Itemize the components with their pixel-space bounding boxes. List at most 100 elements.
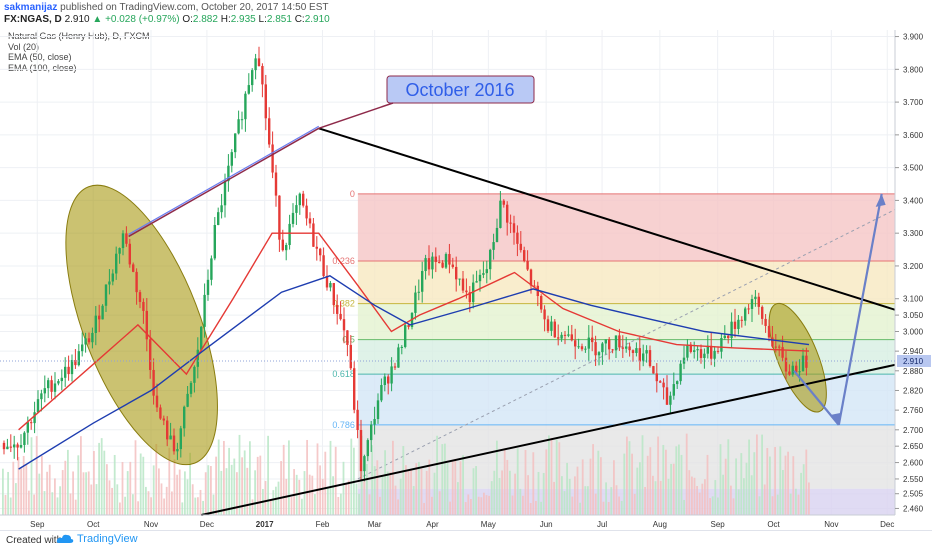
candle-body [713,350,716,359]
volume-bar [701,483,704,515]
volume-bar [631,453,633,515]
price-tick-label: 3.050 [903,311,924,320]
candle-body [672,384,675,396]
volume-bar [566,462,568,515]
candle-body [305,205,308,219]
candle-body [91,332,94,343]
candle-body [645,350,648,354]
volume-bar [337,496,340,515]
october-2016-callout[interactable]: October 2016 [318,75,535,130]
volume-bar [597,450,600,515]
candle-body [312,223,315,247]
volume-bar [25,463,28,515]
volume-bar [649,447,652,515]
legend-vol[interactable]: Vol (20) [8,41,40,52]
volume-bar [98,442,100,515]
volume-bar [212,494,215,515]
volume-bar [12,461,15,515]
volume-bar [748,439,750,515]
last-price-badge [897,354,931,367]
volume-bar [732,498,735,515]
price-tick-label: 2.700 [903,426,924,435]
legend-ema100[interactable]: EMA (100, close) [8,62,77,73]
candle-body [108,281,111,285]
fib-band [357,193,927,262]
volume-bar [272,490,275,515]
volume-bar [524,450,527,515]
volume-bar [233,458,236,515]
candle-body [771,337,774,347]
volume-bar [665,449,667,515]
candle-body [676,381,679,385]
volume-bar [605,482,607,515]
indicator-legend: Natural Gas (Henry Hub), D, FXCM Vol (20… [8,31,150,73]
high-label: H: [220,14,231,25]
candle-body [696,349,699,351]
candle-body [315,246,318,249]
candle-body [291,212,295,224]
volume-bar [485,495,488,515]
candle-body [597,352,601,356]
candle-body [574,340,577,347]
candle-body [747,308,750,310]
volume-bar [173,459,176,515]
volume-bar [561,476,563,515]
candle-body [332,283,335,306]
volume-bar [763,484,766,515]
candle-body [128,243,131,265]
volume-bar [43,491,46,515]
trendlines[interactable] [128,125,932,516]
volume-bar [784,455,787,515]
candle-body [427,258,431,270]
candle-body [669,395,672,405]
candle-body [723,335,726,338]
volume-bar [386,471,389,515]
candle-body [509,222,512,224]
open-label: O: [182,14,193,25]
candle-body [492,242,495,250]
volume-bar [623,453,626,515]
candle-body [383,376,386,386]
candle-body [125,233,128,244]
candle-body [329,283,332,288]
candle-body [778,346,781,348]
volume-bar [423,502,425,515]
close-value: 2.910 [304,14,330,25]
time-tick-label: Apr [426,520,439,529]
time-tick-label: Mar [368,520,382,529]
volume-bar [384,450,386,515]
volume-bar [15,483,17,515]
candle-body [438,262,441,264]
volume-bar [394,485,397,515]
candle-body [801,355,805,372]
candle-body [754,296,757,300]
change-value: +0.028 (+0.97%) [105,14,180,25]
candle-body [33,412,36,424]
tradingview-brand[interactable]: TradingView [56,533,138,545]
legend-ema50[interactable]: EMA (50, close) [8,52,72,62]
volume-bar [321,478,324,515]
axes: 3.900 3.800 3.700 3.600 3.500 3.400 3.300 3.200… [0,30,932,529]
volume-bar [366,464,368,515]
tradingview-cloud-icon [56,534,74,543]
volume-bar [7,471,9,515]
volume-bar [545,449,548,515]
candle-body [805,355,808,368]
candle-body [533,285,536,287]
legend-title[interactable]: Natural Gas (Henry Hub), D, FXCM [8,31,150,41]
volume-bar [584,486,587,515]
high-value: 2.935 [230,14,256,25]
volume-bar [4,494,7,515]
volume-bar [82,472,85,515]
ema-100-line [18,275,810,470]
highlight-ellipses[interactable] [34,166,838,484]
candle-body [764,318,767,326]
candle-body [356,409,359,430]
author-link[interactable]: sakmanijaz [4,2,58,13]
volume-bar [737,489,740,515]
candle-body [227,165,230,182]
volume-bar [85,472,87,515]
volume-bar [467,494,470,515]
candle-body [387,376,390,384]
